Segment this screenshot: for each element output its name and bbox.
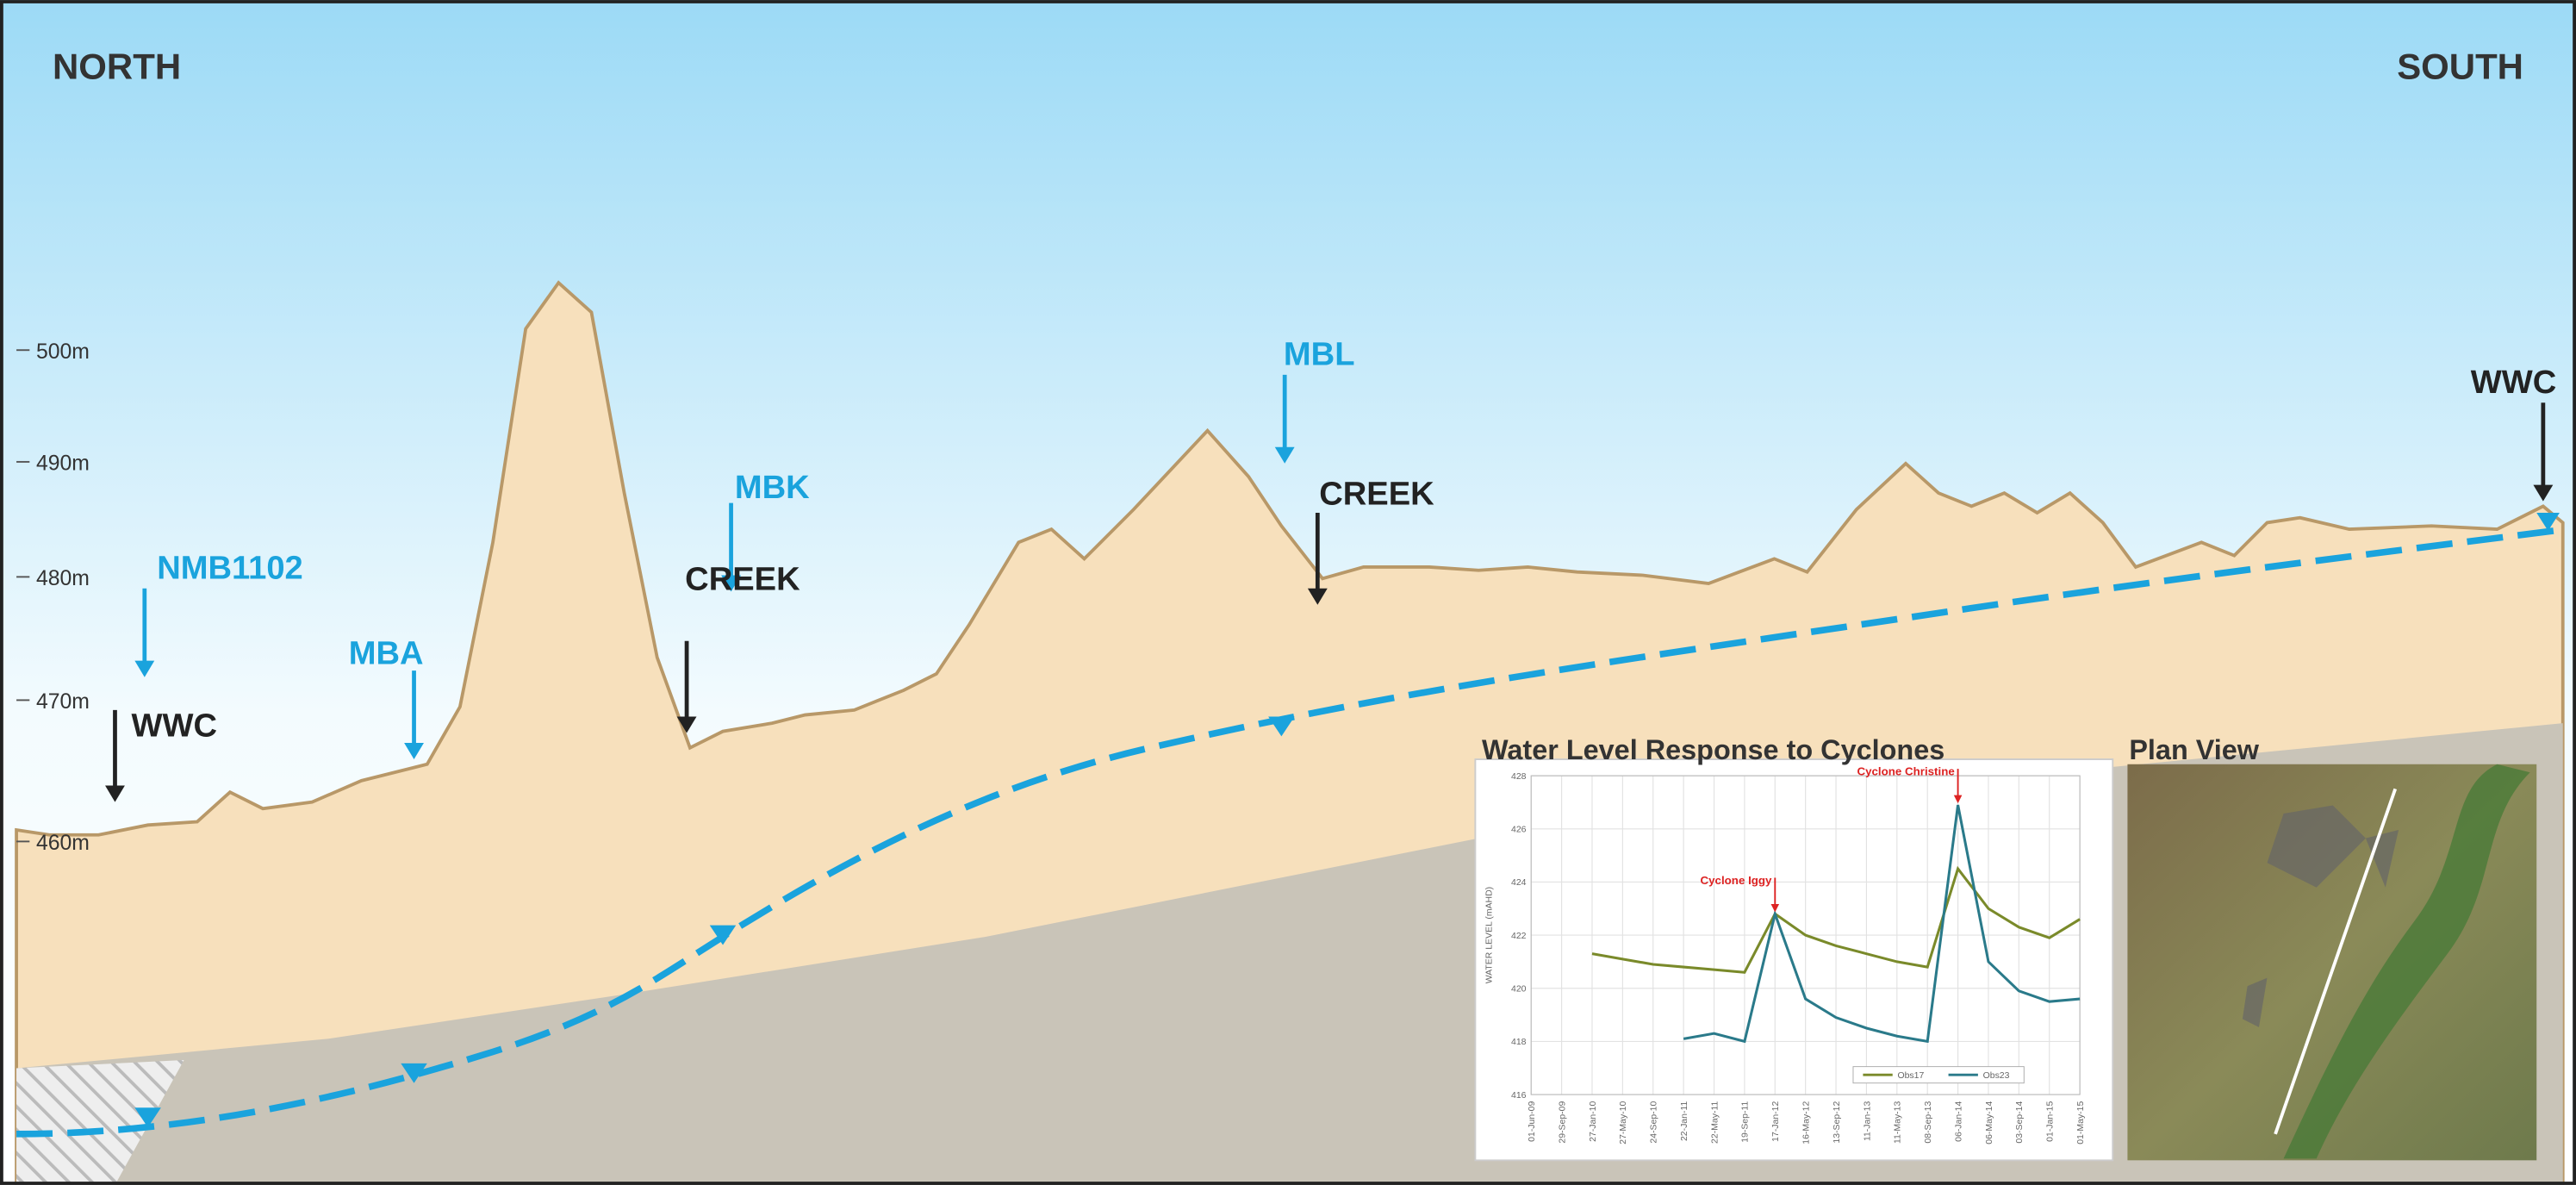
inset-y-tick-label: 416 <box>1511 1091 1527 1101</box>
inset-x-tick-label: 03-Sep-14 <box>2015 1101 2025 1144</box>
inset-x-tick-label: 24-Sep-10 <box>1650 1101 1659 1144</box>
inset-x-tick-label: 16-May-12 <box>1801 1101 1811 1144</box>
inset-x-tick-label: 01-Jan-15 <box>2046 1101 2056 1142</box>
site-label: MBK <box>735 469 810 506</box>
site-label: MBL <box>1284 335 1355 372</box>
site-label: CREEK <box>1319 475 1434 512</box>
inset-title: Water Level Response to Cyclones <box>1482 734 1944 765</box>
site-label: NMB1102 <box>157 549 303 586</box>
site-label: WWC <box>132 707 218 744</box>
elevation-label: 480m <box>36 567 90 590</box>
inset-x-tick-label: 27-Jan-10 <box>1589 1101 1598 1142</box>
inset-legend-label: Obs17 <box>1897 1071 1924 1081</box>
elevation-label: 500m <box>36 340 90 364</box>
inset-y-tick-label: 422 <box>1511 932 1527 941</box>
site-label: MBA <box>349 634 424 671</box>
inset-x-tick-label: 27-May-10 <box>1619 1101 1628 1144</box>
plan-view-title: Plan View <box>2129 734 2259 765</box>
site-label: CREEK <box>685 561 800 598</box>
inset-x-tick-label: 11-May-13 <box>1894 1101 1903 1144</box>
site-label: WWC <box>2471 364 2557 401</box>
inset-x-tick-label: 22-May-11 <box>1710 1101 1720 1144</box>
south-label: SOUTH <box>2397 47 2523 87</box>
inset-x-tick-label: 17-Jan-12 <box>1771 1101 1781 1142</box>
inset-x-tick-label: 13-Sep-12 <box>1832 1101 1842 1144</box>
inset-x-tick-label: 11-Jan-13 <box>1863 1101 1872 1142</box>
inset-y-tick-label: 420 <box>1511 985 1527 995</box>
inset-y-tick-label: 418 <box>1511 1038 1527 1047</box>
inset-x-tick-label: 01-Jun-09 <box>1528 1101 1537 1142</box>
inset-x-tick-label: 01-May-15 <box>2076 1101 2086 1144</box>
plan-view-image <box>2127 764 2536 1161</box>
inset-x-tick-label: 22-Jan-11 <box>1680 1101 1689 1142</box>
inset-annotation: Cyclone Iggy <box>1701 874 1773 887</box>
inset-x-tick-label: 06-Jan-14 <box>1954 1101 1963 1142</box>
inset-y-label: WATER LEVEL (mAHD) <box>1484 887 1494 983</box>
inset-y-tick-label: 424 <box>1511 878 1527 888</box>
inset-x-tick-label: 06-May-14 <box>1985 1101 1994 1144</box>
elevation-label: 490m <box>36 452 90 475</box>
north-label: NORTH <box>53 47 181 87</box>
elevation-label: 470m <box>36 690 90 714</box>
inset-y-tick-label: 426 <box>1511 826 1527 835</box>
elevation-label: 460m <box>36 832 90 855</box>
cross-section: NORTH SOUTH 500m 490m 480m 470m 460m NMB… <box>0 0 2576 1185</box>
inset-y-tick-label: 428 <box>1511 772 1527 782</box>
inset-chart-box <box>1475 759 2112 1160</box>
inset-legend-label: Obs23 <box>1983 1071 2010 1081</box>
inset-x-tick-label: 08-Sep-13 <box>1924 1101 1933 1144</box>
inset-x-tick-label: 19-Sep-11 <box>1741 1101 1751 1143</box>
inset-x-tick-label: 29-Sep-09 <box>1558 1101 1567 1144</box>
inset-annotation: Cyclone Christine <box>1857 765 1954 778</box>
